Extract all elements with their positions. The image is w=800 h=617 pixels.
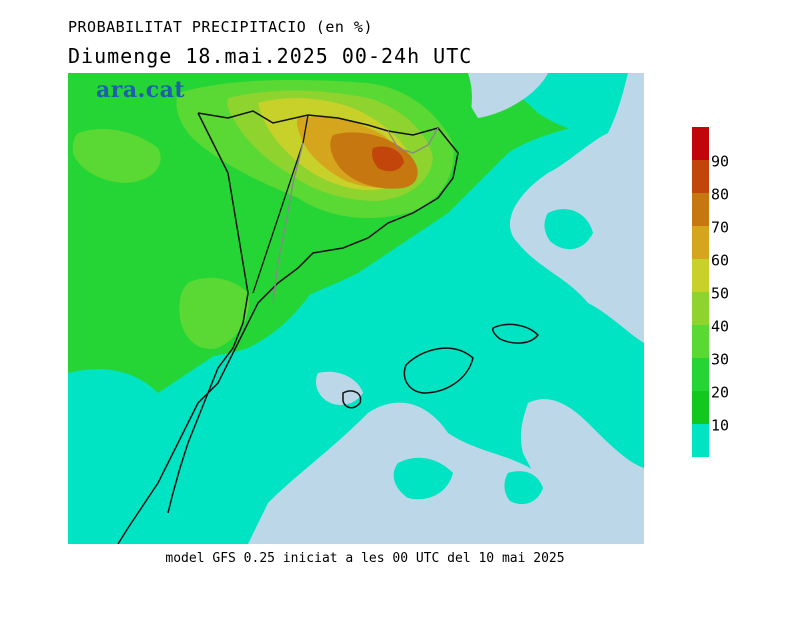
legend-label: 20 xyxy=(711,383,730,402)
internal-border xyxy=(387,127,439,154)
legend-swatch xyxy=(692,193,709,226)
map-date-range: Diumenge 18.mai.2025 00-24h UTC xyxy=(68,44,473,68)
precipitation-map: ara.cat xyxy=(68,73,644,544)
legend-swatch xyxy=(692,259,709,292)
legend-swatch xyxy=(692,226,709,259)
probability-40-area xyxy=(72,128,161,183)
legend-swatch xyxy=(692,424,709,457)
legend-label: 90 xyxy=(711,152,730,171)
legend-label: 40 xyxy=(711,317,730,336)
island-outline xyxy=(403,347,474,394)
legend-swatch xyxy=(692,160,709,193)
legend-swatch xyxy=(692,358,709,391)
low-probability-patch xyxy=(544,209,593,250)
probability-90-core xyxy=(372,146,404,172)
map-canvas xyxy=(68,73,644,544)
color-legend: 90 80 70 60 50 40 30 20 10 xyxy=(692,127,782,457)
map-title: PROBABILITAT PRECIPITACIO (en %) xyxy=(68,18,373,36)
probability-40-area xyxy=(179,277,249,349)
low-probability-patch xyxy=(504,471,543,505)
legend-label: 70 xyxy=(711,218,730,237)
legend-swatch xyxy=(692,292,709,325)
low-probability-patch xyxy=(393,457,453,500)
coastline xyxy=(117,110,459,544)
legend-label: 30 xyxy=(711,350,730,369)
island-outline xyxy=(342,390,362,409)
legend-label: 50 xyxy=(711,284,730,303)
model-run-caption: model GFS 0.25 iniciat a les 00 UTC del … xyxy=(165,551,565,566)
legend-swatch xyxy=(692,391,709,424)
sea-area-southeast xyxy=(520,399,644,544)
legend-swatch xyxy=(692,127,709,160)
low-probability-area xyxy=(68,113,644,544)
legend-swatch xyxy=(692,325,709,358)
sea-area-east xyxy=(509,73,644,343)
sea-area-north xyxy=(458,73,548,118)
watermark-logo: ara.cat xyxy=(96,77,186,103)
regional-border xyxy=(167,112,249,514)
internal-border xyxy=(272,142,304,304)
sea-patch xyxy=(315,371,363,405)
legend-label: 10 xyxy=(711,416,730,435)
legend-label: 80 xyxy=(711,185,730,204)
island-outline xyxy=(492,323,540,344)
legend-label: 60 xyxy=(711,251,730,270)
